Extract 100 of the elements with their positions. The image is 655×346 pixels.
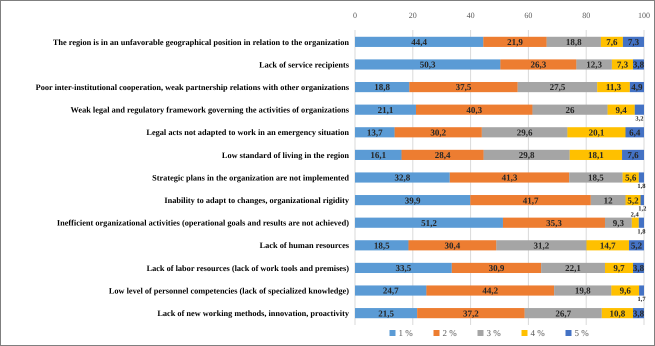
y-tick-label: Strategic plans in the organization are not implemented bbox=[152, 173, 350, 182]
bar bbox=[638, 218, 644, 228]
y-tick-label: Lack of new working methods, innovation, proactivity bbox=[157, 309, 350, 318]
bar bbox=[355, 240, 408, 250]
bar bbox=[426, 285, 554, 296]
data-label: 12 bbox=[604, 195, 614, 206]
bar bbox=[639, 285, 644, 296]
bar bbox=[541, 262, 605, 274]
data-label: 21,1 bbox=[378, 104, 394, 115]
y-tick-label: Low level of personnel competencies (lack of specialized knowledge) bbox=[108, 286, 350, 296]
x-tick-label: 40 bbox=[466, 11, 475, 20]
bar bbox=[482, 127, 568, 138]
data-label: 37,5 bbox=[456, 82, 472, 92]
data-label: 41,7 bbox=[522, 195, 539, 206]
data-label: 35,3 bbox=[546, 218, 562, 228]
data-label: 7,6 bbox=[627, 150, 640, 160]
legend-label: 1 % bbox=[398, 328, 414, 338]
bar bbox=[355, 285, 426, 296]
data-label: 26,7 bbox=[555, 308, 572, 318]
bar bbox=[355, 262, 452, 274]
bar bbox=[408, 240, 496, 250]
legend-label: 3 % bbox=[486, 328, 502, 338]
data-label: 4,9 bbox=[631, 82, 644, 92]
data-label: 30,2 bbox=[430, 127, 447, 138]
bar bbox=[355, 172, 450, 183]
data-label: 21,9 bbox=[507, 37, 524, 48]
x-tick-label: 60 bbox=[524, 11, 532, 20]
data-label: 5,2 bbox=[630, 240, 643, 250]
data-label: 9,4 bbox=[616, 104, 628, 115]
y-tick-label: Inefficient organizational activities (operational goals and results are not achieved) bbox=[56, 218, 350, 228]
data-label: 24,7 bbox=[382, 286, 400, 296]
data-label: 7,3 bbox=[616, 60, 629, 70]
data-label: 29,8 bbox=[518, 150, 536, 160]
bar bbox=[355, 36, 484, 47]
bar bbox=[496, 240, 586, 250]
data-label: 40,3 bbox=[466, 104, 483, 115]
data-label: 33,5 bbox=[396, 263, 412, 274]
bar bbox=[394, 127, 482, 138]
legend-label: 2 % bbox=[442, 328, 458, 338]
data-label: 26,3 bbox=[530, 60, 547, 70]
bar bbox=[452, 262, 542, 274]
data-label: 41,3 bbox=[502, 172, 518, 183]
data-label: 9,3 bbox=[612, 218, 625, 228]
data-label: 18,1 bbox=[588, 150, 604, 160]
bar bbox=[532, 104, 608, 115]
bar bbox=[586, 240, 629, 250]
data-label: 3,8 bbox=[632, 60, 645, 70]
bar bbox=[355, 127, 395, 138]
y-tick-label: The region is in an unfavorable geographical position in relation to the organization bbox=[52, 38, 350, 47]
bar bbox=[638, 172, 644, 183]
bar bbox=[640, 195, 644, 206]
data-label: 5,6 bbox=[625, 172, 637, 183]
data-label: 12,3 bbox=[586, 60, 603, 70]
bar bbox=[518, 82, 598, 92]
data-label: 6,4 bbox=[629, 127, 641, 138]
data-label: 18,8 bbox=[566, 37, 582, 48]
bar bbox=[355, 59, 500, 70]
data-label: 21,5 bbox=[378, 308, 394, 318]
bar bbox=[502, 218, 605, 228]
data-label: 30,4 bbox=[444, 240, 461, 250]
data-label: 22,1 bbox=[565, 263, 582, 274]
data-label: 9,7 bbox=[613, 263, 626, 274]
bar bbox=[567, 127, 626, 138]
bar bbox=[416, 104, 532, 115]
data-label: 26 bbox=[566, 104, 576, 115]
data-label: 14,7 bbox=[600, 240, 616, 250]
data-label: 7,3 bbox=[628, 37, 640, 48]
data-label: 7,6 bbox=[606, 37, 618, 48]
bar bbox=[417, 308, 525, 318]
data-label: 11,3 bbox=[606, 82, 622, 92]
legend-label: 4 % bbox=[530, 328, 546, 338]
data-label: 39,9 bbox=[404, 195, 422, 206]
x-tick-label: 100 bbox=[638, 11, 650, 20]
data-label: 9,6 bbox=[620, 286, 632, 296]
data-label: 32,8 bbox=[394, 172, 411, 183]
data-label: 27,5 bbox=[550, 82, 566, 92]
bar bbox=[484, 150, 570, 160]
data-label: 29,6 bbox=[516, 127, 534, 138]
data-label: 51,2 bbox=[421, 218, 438, 228]
data-label: 20,1 bbox=[588, 127, 605, 138]
bar bbox=[355, 104, 416, 115]
legend-label: 5 % bbox=[574, 328, 590, 338]
data-label: 18,8 bbox=[374, 82, 391, 92]
bar bbox=[500, 59, 576, 70]
data-label: 10,8 bbox=[610, 308, 626, 318]
data-label: 50,3 bbox=[420, 60, 436, 70]
data-label: 3,8 bbox=[632, 308, 645, 318]
bar bbox=[450, 172, 570, 183]
x-tick-label: 0 bbox=[353, 11, 357, 20]
y-tick-label: Legal acts not adapted to work in an emergency situation bbox=[146, 128, 350, 138]
bar bbox=[409, 82, 518, 92]
data-label: 13,7 bbox=[366, 127, 384, 138]
bar bbox=[355, 195, 470, 206]
y-tick-label: Lack of service recipients bbox=[259, 60, 350, 70]
data-label: 37,2 bbox=[463, 308, 480, 318]
y-tick-label: Weak legal and regulatory framework governing the activities of organizations bbox=[70, 106, 350, 115]
bar bbox=[470, 195, 591, 206]
data-label: 44,4 bbox=[411, 37, 428, 48]
data-label: 30,9 bbox=[488, 263, 505, 274]
data-label: 18,5 bbox=[374, 240, 390, 250]
